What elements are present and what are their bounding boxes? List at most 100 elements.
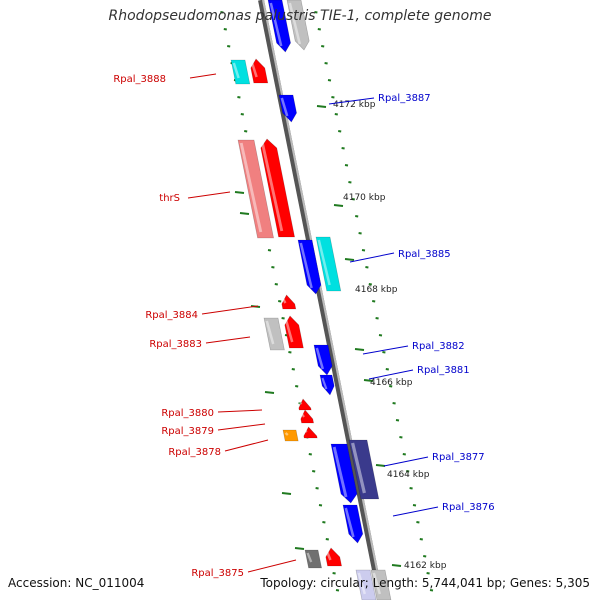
label-leader-line <box>205 336 251 344</box>
tick-mark <box>406 470 410 473</box>
tick-mark <box>402 453 406 456</box>
gene-label-left: Rpal_3884 <box>145 310 198 321</box>
gene-label-right: Rpal_3876 <box>442 502 495 513</box>
tick-mark <box>348 181 352 184</box>
gene-Rpal_3877-partner-shade <box>351 442 366 494</box>
gene-arrow-reverse <box>355 569 377 600</box>
genome-backbone <box>258 0 384 600</box>
gene-arrow-forward <box>250 58 269 84</box>
label-leader-line <box>217 409 263 413</box>
gene-Rpal_3887-shade <box>280 97 289 117</box>
gene-thrS <box>260 138 295 238</box>
gene-Rpal_3878 <box>282 429 299 442</box>
tick-mark <box>344 164 349 167</box>
gene-Rpal_3876 <box>342 504 364 544</box>
major-tick <box>294 547 305 550</box>
tick-mark <box>308 453 312 456</box>
tick-mark <box>358 232 362 235</box>
gene-Rpal_3888 <box>230 59 251 85</box>
gene-arrow-reverse-shade <box>288 2 302 45</box>
gene-thrS-shadow-shade <box>239 142 263 233</box>
major-tick <box>375 464 386 467</box>
gene-Rpal_3883-shade <box>284 318 294 343</box>
tick-mark <box>288 351 292 354</box>
tick-mark <box>240 113 244 116</box>
gene-Rpal_3877-shade <box>332 446 348 498</box>
gene-Rpal_3883-partner-shade <box>265 320 275 345</box>
label-leader-line <box>328 97 375 105</box>
label-leader-line <box>392 506 439 517</box>
tick-mark <box>385 368 389 371</box>
scale-label: 4162 kbp <box>404 561 447 571</box>
gene-arrow-forward <box>303 426 318 439</box>
gene-Rpal_3888-shade <box>232 62 240 79</box>
gene-label-left: Rpal_3880 <box>161 408 214 419</box>
tick-mark <box>317 28 321 31</box>
gene-Rpal_3880-shade <box>298 401 303 405</box>
gene-Rpal_3879 <box>300 409 314 424</box>
genome-summary-text: Topology: circular; Length: 5,744,041 bp… <box>260 576 590 590</box>
label-leader-line <box>349 252 395 263</box>
tick-mark <box>267 249 272 252</box>
genome-backbone-highlight <box>262 0 384 600</box>
tick-mark <box>395 419 400 422</box>
gene-Rpal_3875 <box>325 547 342 567</box>
tick-mark <box>318 504 323 507</box>
gene-Rpal_3883 <box>284 315 304 349</box>
gene-arrow-reverse <box>267 0 291 53</box>
tick-mark <box>331 96 335 99</box>
gene-label-right: Rpal_3881 <box>417 365 470 376</box>
tick-mark <box>382 351 386 354</box>
tick-mark <box>338 130 342 133</box>
gene-Rpal_3882-shade <box>315 347 325 370</box>
label-leader-line <box>368 369 414 380</box>
tick-mark <box>314 11 318 14</box>
gene-thrS-shadow <box>237 139 274 239</box>
major-tick <box>316 105 327 108</box>
tick-mark <box>220 11 224 14</box>
label-leader-line <box>247 559 297 573</box>
gene-arrow-reverse-shade <box>357 572 367 595</box>
tick-mark <box>227 45 231 48</box>
major-tick <box>281 492 292 495</box>
major-tick <box>234 191 245 194</box>
label-leader-line <box>189 73 217 79</box>
tick-mark <box>315 487 319 490</box>
gene-Rpal_3885-pair <box>315 236 342 292</box>
gene-Rpal_3883-partner <box>263 317 285 351</box>
tick-mark <box>223 28 227 31</box>
scale-label: 4164 kbp <box>387 470 430 480</box>
gene-Rpal_3882 <box>313 344 333 376</box>
tick-mark <box>355 215 359 218</box>
gene-Rpal_3884 <box>281 294 297 310</box>
major-tick <box>333 204 344 207</box>
gene-Rpal_3877-partner <box>348 439 380 500</box>
tick-mark <box>378 334 383 337</box>
major-tick <box>354 348 365 351</box>
tick-mark <box>399 436 403 439</box>
gene-Rpal_3879-shade <box>300 412 305 418</box>
gene-label-right: Rpal_3877 <box>432 452 485 463</box>
gene-label-left: Rpal_3879 <box>161 426 214 437</box>
tick-mark <box>389 385 393 388</box>
major-tick <box>239 212 250 215</box>
tick-mark <box>274 283 278 286</box>
scale-label: 4172 kbp <box>333 100 376 110</box>
tick-mark <box>375 317 379 320</box>
gene-Rpal_3875-shade <box>325 550 332 561</box>
gene-label-left: thrS <box>159 193 180 204</box>
gene-Rpal_3876-shade <box>344 507 355 538</box>
gene-Rpal_3875-partner <box>304 549 322 569</box>
scale-label: 4166 kbp <box>370 378 413 388</box>
label-leader-line <box>362 345 409 355</box>
tick-mark <box>335 589 340 592</box>
tick-mark <box>365 266 369 269</box>
tick-mark <box>322 521 326 524</box>
tick-mark <box>237 96 241 99</box>
tick-mark <box>412 504 417 507</box>
gene-Rpal_3877 <box>330 443 358 504</box>
tick-mark <box>291 368 295 371</box>
accession-text: Accession: NC_011004 <box>8 576 145 590</box>
major-tick <box>391 564 402 567</box>
